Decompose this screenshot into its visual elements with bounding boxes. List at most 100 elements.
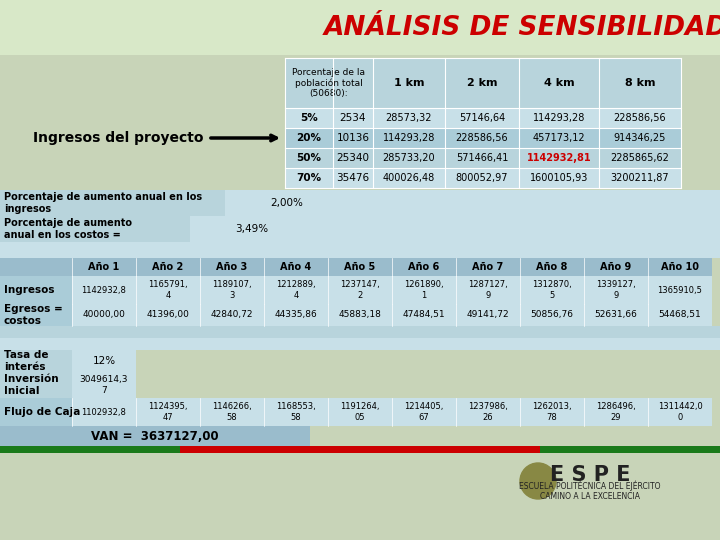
Text: 1124395,
47: 1124395, 47 bbox=[148, 402, 188, 422]
Bar bbox=[180, 446, 360, 453]
Text: 914346,25: 914346,25 bbox=[614, 133, 666, 143]
Text: 1600105,93: 1600105,93 bbox=[530, 173, 588, 183]
Bar bbox=[0, 190, 225, 216]
Text: 42840,72: 42840,72 bbox=[211, 310, 253, 320]
Text: Flujo de Caja: Flujo de Caja bbox=[4, 407, 81, 417]
Text: Ingresos del proyecto: Ingresos del proyecto bbox=[32, 131, 203, 145]
Bar bbox=[584, 398, 648, 426]
Text: 1212889,
4: 1212889, 4 bbox=[276, 280, 316, 300]
Text: Año 2: Año 2 bbox=[153, 262, 184, 272]
Text: 114293,28: 114293,28 bbox=[533, 113, 585, 123]
Text: 228586,56: 228586,56 bbox=[613, 113, 666, 123]
Bar bbox=[520, 304, 584, 326]
Bar bbox=[584, 304, 648, 326]
Text: 57146,64: 57146,64 bbox=[459, 113, 505, 123]
Text: 12%: 12% bbox=[92, 356, 116, 366]
Text: 1261890,
1: 1261890, 1 bbox=[404, 280, 444, 300]
Text: Año 6: Año 6 bbox=[408, 262, 440, 272]
Bar bbox=[285, 58, 373, 108]
Bar bbox=[0, 338, 720, 350]
Text: Año 3: Año 3 bbox=[217, 262, 248, 272]
Bar bbox=[456, 258, 520, 276]
Bar bbox=[520, 258, 584, 276]
Text: Año 1: Año 1 bbox=[89, 262, 120, 272]
Text: Porcentaje de aumento
anual en los costos =: Porcentaje de aumento anual en los costo… bbox=[4, 218, 132, 240]
Bar bbox=[392, 258, 456, 276]
Bar bbox=[328, 258, 392, 276]
Text: E S P E: E S P E bbox=[550, 465, 630, 485]
Text: 400026,48: 400026,48 bbox=[383, 173, 435, 183]
Bar bbox=[648, 398, 712, 426]
Text: 1142932,8: 1142932,8 bbox=[81, 286, 127, 294]
Text: Año 7: Año 7 bbox=[472, 262, 503, 272]
Text: Egresos =
costos: Egresos = costos bbox=[4, 304, 63, 326]
Text: 1286496,
29: 1286496, 29 bbox=[596, 402, 636, 422]
Text: 50%: 50% bbox=[297, 153, 322, 163]
Bar bbox=[0, 216, 190, 242]
Text: VAN =  3637127,00: VAN = 3637127,00 bbox=[91, 429, 219, 442]
Text: 1365910,5: 1365910,5 bbox=[657, 286, 703, 294]
Bar bbox=[328, 304, 392, 326]
Text: 44335,86: 44335,86 bbox=[274, 310, 318, 320]
Bar bbox=[72, 276, 136, 304]
Text: Porcentaje de la
población total
(50680):: Porcentaje de la población total (50680)… bbox=[292, 68, 366, 98]
Bar bbox=[285, 128, 681, 148]
Text: 3049614,3
7: 3049614,3 7 bbox=[80, 375, 128, 395]
Text: 1102932,8: 1102932,8 bbox=[81, 408, 127, 416]
Bar bbox=[200, 276, 264, 304]
Bar bbox=[136, 276, 200, 304]
Bar bbox=[584, 276, 648, 304]
Text: Inversión
Inicial: Inversión Inicial bbox=[4, 374, 58, 396]
Text: Tasa de
interés: Tasa de interés bbox=[4, 350, 48, 372]
Text: Ingresos: Ingresos bbox=[4, 285, 55, 295]
Bar bbox=[72, 258, 136, 276]
Text: 285733,20: 285733,20 bbox=[383, 153, 436, 163]
Text: 2285865,62: 2285865,62 bbox=[611, 153, 670, 163]
Text: 3,49%: 3,49% bbox=[235, 224, 268, 234]
Bar bbox=[0, 258, 72, 276]
Bar bbox=[72, 398, 136, 426]
Bar bbox=[584, 258, 648, 276]
Text: 70%: 70% bbox=[297, 173, 322, 183]
Text: 457173,12: 457173,12 bbox=[533, 133, 585, 143]
Text: 1165791,
4: 1165791, 4 bbox=[148, 280, 188, 300]
Bar bbox=[0, 304, 72, 326]
Bar bbox=[328, 276, 392, 304]
Bar bbox=[136, 304, 200, 326]
Text: 47484,51: 47484,51 bbox=[402, 310, 445, 320]
Bar bbox=[392, 276, 456, 304]
Text: 800052,97: 800052,97 bbox=[456, 173, 508, 183]
Text: 40000,00: 40000,00 bbox=[83, 310, 125, 320]
Bar bbox=[0, 242, 720, 258]
Bar bbox=[264, 276, 328, 304]
Text: 52631,66: 52631,66 bbox=[595, 310, 637, 320]
Text: 28573,32: 28573,32 bbox=[386, 113, 432, 123]
Text: 1312870,
5: 1312870, 5 bbox=[532, 280, 572, 300]
Bar bbox=[264, 258, 328, 276]
Text: 45883,18: 45883,18 bbox=[338, 310, 382, 320]
Bar bbox=[0, 398, 72, 426]
Bar bbox=[285, 168, 681, 188]
Text: 2 km: 2 km bbox=[467, 78, 498, 88]
Bar bbox=[136, 258, 200, 276]
Text: 1142932,81: 1142932,81 bbox=[527, 153, 591, 163]
Bar bbox=[0, 446, 180, 453]
Bar bbox=[190, 216, 720, 242]
Text: 2534: 2534 bbox=[340, 113, 366, 123]
Text: Año 5: Año 5 bbox=[344, 262, 376, 272]
Bar bbox=[328, 398, 392, 426]
Bar bbox=[456, 276, 520, 304]
Text: 1 km: 1 km bbox=[394, 78, 424, 88]
Bar bbox=[599, 58, 681, 108]
Bar bbox=[520, 398, 584, 426]
Bar bbox=[200, 398, 264, 426]
Bar bbox=[200, 304, 264, 326]
Text: ANÁLISIS DE SENSIBILIDAD: ANÁLISIS DE SENSIBILIDAD bbox=[323, 15, 720, 41]
Bar bbox=[392, 398, 456, 426]
Text: Año 8: Año 8 bbox=[536, 262, 567, 272]
Text: Porcentaje de aumento anual en los
ingresos: Porcentaje de aumento anual en los ingre… bbox=[4, 192, 202, 214]
Bar bbox=[264, 398, 328, 426]
Bar bbox=[360, 446, 540, 453]
Circle shape bbox=[520, 463, 556, 499]
Bar bbox=[373, 58, 445, 108]
